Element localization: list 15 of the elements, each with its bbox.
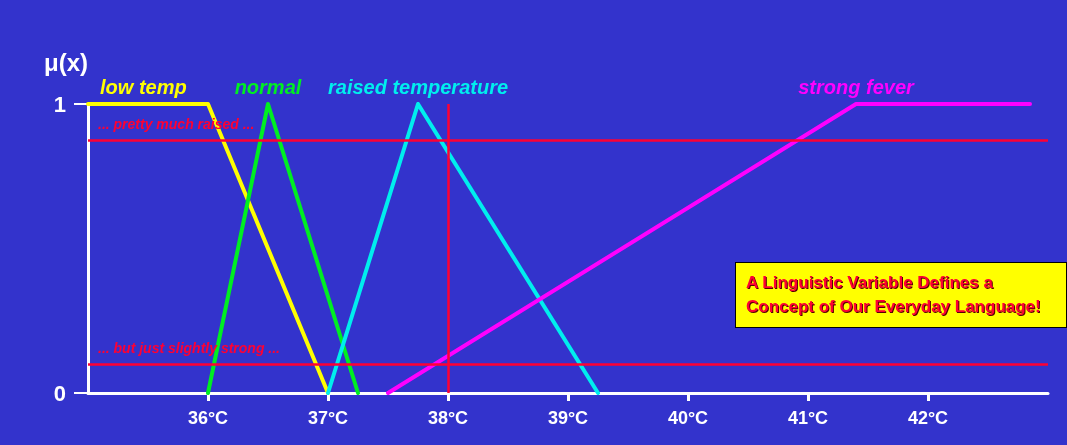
note-box: A Linguistic Variable Defines a Concept of Our Everyday Language! <box>735 262 1067 328</box>
x-tick-label: 37°C <box>307 408 349 428</box>
x-tick-label: 36°C <box>187 408 229 428</box>
x-tick-label: 41°C <box>787 408 829 428</box>
x-tick-label: 40°C <box>667 408 709 428</box>
series-label: strong fever <box>798 76 916 98</box>
y-axis-title: μ(x) <box>43 48 88 76</box>
series-label: low temp <box>100 76 187 98</box>
x-tick-label: 38°C <box>427 408 469 428</box>
x-tick-label: 42°C <box>907 408 949 428</box>
series-label: raised temperature <box>327 76 509 98</box>
x-tick-label: 39°C <box>547 408 589 428</box>
y-tick-label: 0 <box>53 380 66 406</box>
series-label: normal <box>234 76 302 98</box>
y-tick-label: 1 <box>53 91 66 117</box>
